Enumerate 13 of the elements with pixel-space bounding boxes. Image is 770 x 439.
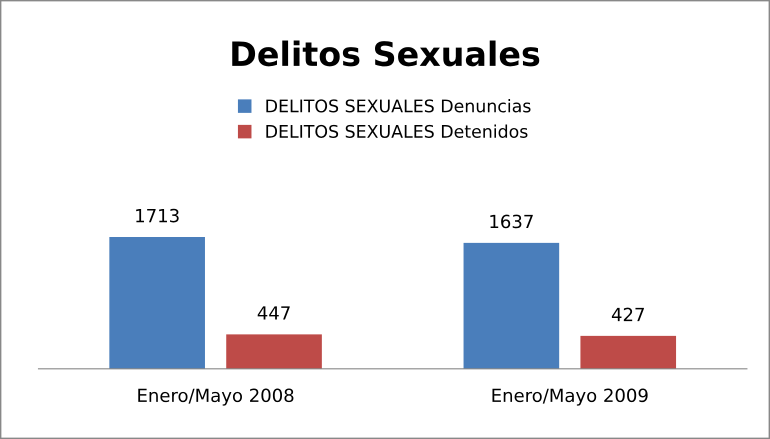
bar bbox=[580, 336, 676, 369]
data-label: 1637 bbox=[490, 214, 533, 228]
x-tick-label: Enero/Mayo 2008 bbox=[138, 388, 294, 406]
x-tick-label: Enero/Mayo 2009 bbox=[492, 388, 648, 406]
legend-label: DELITOS SEXUALES Detenidos bbox=[266, 124, 528, 138]
legend-label: DELITOS SEXUALES Denuncias bbox=[266, 99, 531, 112]
bar bbox=[464, 242, 560, 369]
bar bbox=[109, 237, 205, 369]
data-label: 447 bbox=[258, 306, 290, 320]
data-label: 1713 bbox=[136, 208, 179, 222]
data-label: 427 bbox=[612, 308, 644, 322]
chart-title: Delitos Sexuales bbox=[232, 40, 540, 66]
bar bbox=[226, 334, 322, 369]
